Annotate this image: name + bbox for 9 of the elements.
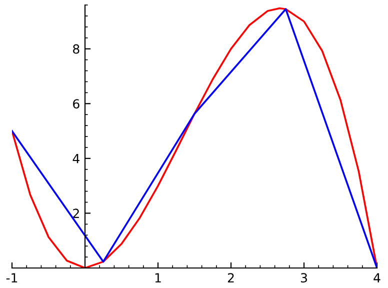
y-tick-label: 2	[73, 208, 79, 218]
y-tick-label: 8	[73, 44, 80, 54]
x-tick-label: 1	[155, 273, 161, 282]
x-tick-label: 3	[300, 273, 307, 283]
y-tick-label: 6	[73, 99, 80, 109]
x-tick-label: 2	[228, 273, 234, 282]
x-tick-label: -1	[6, 273, 18, 282]
x-tick-label: 4	[374, 273, 380, 282]
y-tick-label: 4	[72, 154, 80, 164]
